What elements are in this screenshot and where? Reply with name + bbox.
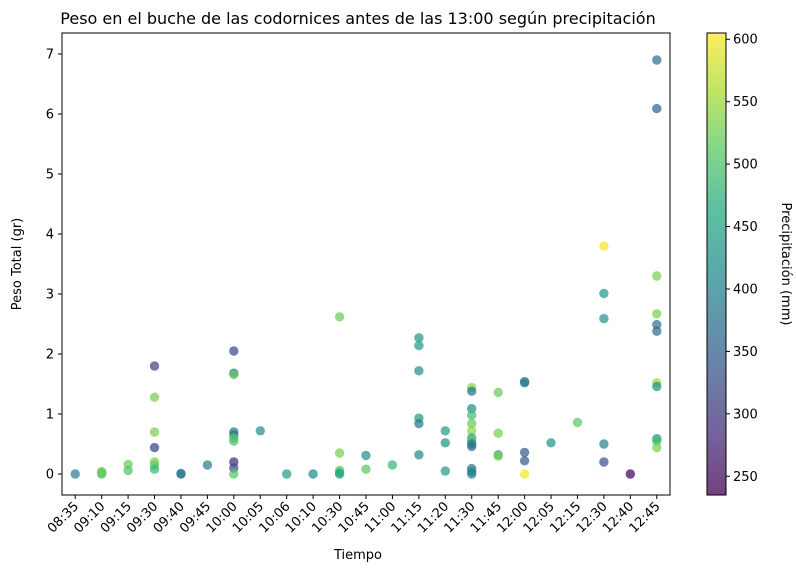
scatter-point: [493, 428, 503, 438]
scatter-point: [519, 456, 530, 466]
scatter-point: [599, 288, 609, 299]
scatter-point: [652, 436, 662, 446]
scatter-point: [652, 381, 662, 392]
y-tick-label: 0: [46, 468, 54, 483]
scatter-point: [493, 451, 503, 461]
scatter-point: [493, 387, 503, 398]
scatter-point: [123, 459, 133, 470]
scatter-point: [652, 309, 662, 319]
y-tick-label: 5: [46, 168, 54, 183]
scatter-point: [414, 450, 424, 460]
scatter-point: [414, 340, 424, 351]
scatter-point: [149, 392, 160, 402]
scatter-point: [149, 442, 160, 453]
scatter-point: [229, 436, 239, 446]
colorbar-tick-label: 300: [733, 407, 758, 422]
scatter-point: [467, 386, 477, 396]
x-axis: 08:3509:1009:1509:3009:4009:4510:0010:05…: [45, 495, 664, 536]
scatter-point: [282, 469, 292, 479]
colorbar-label: Precipitación (mm): [778, 203, 793, 326]
scatter-point: [97, 466, 107, 477]
colorbar-tick-label: 450: [733, 220, 758, 235]
scatter-point: [652, 442, 662, 453]
scatter-point: [149, 361, 160, 371]
scatter-point: [255, 426, 265, 436]
scatter-point: [229, 346, 239, 356]
scatter-point: [414, 366, 424, 376]
y-tick-label: 2: [46, 348, 54, 363]
y-tick-label: 7: [46, 48, 54, 63]
colorbar-frame: [706, 32, 727, 496]
scatter-point: [519, 447, 530, 458]
scatter-point: [546, 438, 556, 448]
scatter-point: [519, 378, 530, 388]
y-tick-label: 1: [46, 408, 54, 423]
colorbar-tick-label: 250: [733, 470, 758, 485]
scatter-point: [414, 333, 424, 343]
scatter-points: [70, 55, 662, 479]
scatter-point: [414, 418, 424, 429]
colorbar-tick-label: 400: [733, 282, 758, 297]
scatter-point: [149, 464, 160, 474]
y-tick-label: 4: [46, 228, 54, 243]
scatter-point: [334, 312, 345, 322]
scatter-point: [70, 469, 80, 479]
scatter-point: [467, 441, 477, 452]
scatter-point: [572, 417, 583, 428]
scatter-point: [467, 410, 477, 420]
scatter-point: [599, 457, 609, 467]
scatter-point: [599, 439, 609, 449]
scatter-point: [467, 426, 477, 436]
scatter-point: [599, 313, 609, 324]
scatter-point: [652, 103, 662, 114]
colorbar-tick-label: 500: [733, 158, 758, 173]
scatter-point: [229, 369, 239, 380]
scatter-point: [652, 326, 662, 336]
scatter-point: [440, 426, 450, 436]
colorbar-tick-label: 600: [733, 33, 758, 48]
scatter-point: [467, 418, 477, 429]
scatter-point: [652, 319, 662, 330]
scatter-point: [440, 438, 450, 448]
scatter-point: [229, 469, 239, 479]
scatter-point: [361, 450, 371, 461]
scatter-point: [625, 469, 635, 479]
scatter-point: [599, 241, 609, 251]
scatter-point: [334, 469, 345, 479]
x-axis-label: Tiempo: [333, 548, 382, 563]
scatter-point: [149, 427, 160, 437]
colorbar-gradient: [707, 33, 726, 495]
scatter-point: [334, 448, 345, 458]
colorbar-tick-label: 550: [733, 95, 758, 110]
y-tick-label: 3: [46, 288, 54, 303]
y-axis-label: Peso Total (gr): [10, 218, 25, 310]
colorbar-tick-label: 350: [733, 345, 758, 360]
scatter-point: [202, 460, 213, 470]
scatter-point: [387, 460, 398, 470]
y-tick-label: 6: [46, 108, 54, 123]
scatter-point: [176, 468, 186, 479]
scatter-point: [652, 271, 662, 281]
y-axis: 0 1 2 3 4 5 6 7: [46, 48, 62, 483]
scatter-point: [440, 466, 450, 476]
colorbar: 250 300 350 400 450 500 550 600: [706, 32, 758, 496]
chart-title: Peso en el buche de las codornices antes…: [60, 9, 655, 28]
scatter-point: [519, 469, 530, 479]
scatter-point: [308, 469, 318, 479]
scatter-point: [467, 469, 477, 479]
scatter-point: [467, 403, 477, 414]
scatter-point: [652, 55, 662, 65]
scatter-point: [361, 464, 371, 474]
